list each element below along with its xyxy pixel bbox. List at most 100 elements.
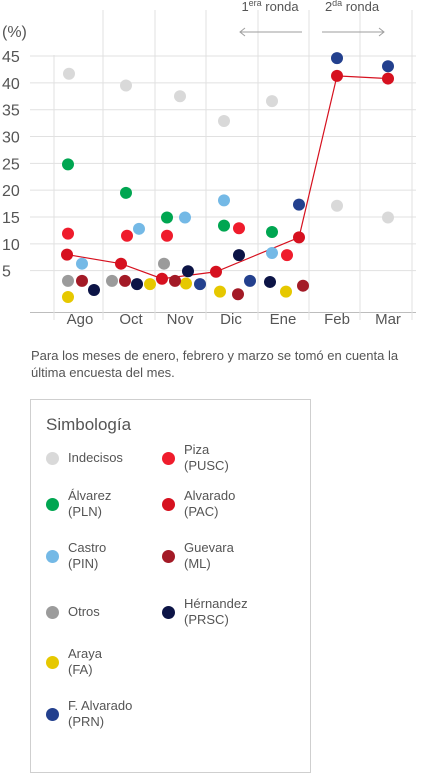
data-point-alvarado-pac [293, 231, 305, 244]
legend-label-name: Araya [68, 646, 102, 661]
legend-label: Piza (PUSC) [184, 442, 229, 474]
data-point-álvarez-pln [218, 219, 230, 232]
data-point-f-alvarado-prn [331, 52, 343, 65]
data-point-araya-fa [62, 290, 74, 303]
legend-item: Álvarez (PLN) [46, 488, 111, 520]
x-tick-label: Ene [270, 311, 297, 328]
legend-item: Piza (PUSC) [162, 442, 229, 474]
legend-label: Alvarado (PAC) [184, 488, 235, 520]
x-tick-label: Ago [67, 311, 94, 328]
legend-label: Hérnandez (PRSC) [184, 596, 248, 628]
legend-label: Castro (PIN) [68, 540, 106, 572]
legend-item: Araya (FA) [46, 646, 102, 678]
data-point-guevara-ml [76, 274, 88, 287]
y-tick-label: 45 [2, 49, 20, 66]
data-point-castro-pin [218, 194, 230, 207]
data-point-araya-fa [144, 278, 156, 291]
y-tick-label: 35 [2, 103, 20, 120]
data-point-f-alvarado-prn [194, 278, 206, 291]
data-point-hérnandez-prsc [88, 283, 100, 296]
data-point-araya-fa [180, 277, 192, 290]
data-point-hérnandez-prsc [264, 275, 276, 288]
y-unit-label: (%) [2, 24, 27, 41]
data-point-guevara-ml [119, 274, 131, 287]
data-point-castro-pin [179, 211, 191, 224]
y-tick-label: 40 [2, 76, 20, 93]
data-point-hérnandez-prsc [131, 278, 143, 291]
legend-label-party: (ML) [184, 556, 211, 571]
y-tick-label: 15 [2, 210, 20, 227]
series-line-alvarado-pac [66, 75, 389, 280]
data-point-guevara-ml [232, 288, 244, 301]
data-point-indecisos [218, 114, 230, 127]
data-point-álvarez-pln [120, 186, 132, 199]
round-label: 1era ronda [241, 0, 299, 14]
legend-label-name: Indecisos [68, 450, 123, 465]
legend-dot [46, 707, 59, 721]
legend-item: Otros [46, 604, 100, 620]
x-tick-label: Nov [167, 311, 194, 328]
y-tick-label: 20 [2, 183, 20, 200]
y-tick-label: 25 [2, 156, 20, 173]
legend-dot [46, 497, 59, 511]
legend-dot [46, 451, 59, 465]
round-arrow-head [378, 27, 385, 37]
data-point-otros [158, 257, 170, 270]
legend-item: Indecisos [46, 450, 123, 466]
poll-chart: 5 10 15 20 25 30 35 40 45 (%) Ago Oct Nov Dic Ene Feb Ma… [2, 0, 416, 328]
data-point-alvarado-pac [156, 272, 168, 285]
data-point-otros [62, 274, 74, 287]
data-point-piza-pusc [233, 222, 245, 235]
legend-dot [162, 605, 175, 619]
data-point-guevara-ml [169, 274, 181, 287]
data-point-alvarado-pac [115, 257, 127, 270]
legend-dot [162, 451, 175, 465]
legend-item: Guevara (ML) [162, 540, 234, 572]
legend-label-party: (PRN) [68, 714, 105, 729]
data-point-piza-pusc [161, 229, 173, 242]
legend-label: Álvarez (PLN) [68, 488, 111, 520]
legend-title: Simbología [46, 415, 132, 434]
legend-label-name: Alvarado [184, 488, 236, 503]
data-point-indecisos [63, 67, 75, 80]
round-label: 2da ronda [325, 0, 380, 14]
data-point-álvarez-pln [161, 211, 173, 224]
data-point-alvarado-pac [382, 72, 394, 85]
data-point-alvarado-pac [331, 69, 343, 82]
data-point-castro-pin [76, 257, 88, 270]
data-point-piza-pusc [121, 229, 133, 242]
data-point-hérnandez-prsc [233, 249, 245, 262]
legend-label-party: (PUSC) [184, 458, 229, 473]
x-tick-label: Oct [119, 311, 143, 328]
x-tick-label: Mar [375, 311, 401, 328]
legend-label: Otros [68, 604, 100, 620]
legend-label: Araya (FA) [68, 646, 102, 678]
legend-label-party: (PIN) [68, 556, 99, 571]
data-point-araya-fa [214, 285, 226, 298]
data-point-indecisos [174, 90, 186, 103]
y-tick-label: 10 [2, 237, 20, 254]
data-point-araya-fa [280, 285, 292, 298]
data-point-hérnandez-prsc [182, 265, 194, 278]
data-point-f-alvarado-prn [382, 60, 394, 73]
legend-label-party: (PAC) [184, 504, 219, 519]
data-point-piza-pusc [281, 249, 293, 262]
data-point-indecisos [266, 95, 278, 108]
y-tick-label: 30 [2, 130, 20, 147]
data-point-álvarez-pln [62, 158, 74, 171]
legend-label-party: (FA) [68, 662, 93, 677]
legend-item: Castro (PIN) [46, 540, 106, 572]
data-point-f-alvarado-prn [293, 198, 305, 211]
legend-dot [46, 549, 59, 563]
legend-item: F. Alvarado (PRN) [46, 698, 132, 730]
x-tick-label: Feb [324, 311, 350, 328]
chart-note: Para los meses de enero, febrero y marzo… [31, 348, 399, 380]
data-point-castro-pin [266, 246, 278, 259]
legend-dot [46, 655, 59, 669]
data-point-indecisos [331, 199, 343, 212]
legend-dot [162, 497, 175, 511]
legend-item: Hérnandez (PRSC) [162, 596, 248, 628]
x-tick-label: Dic [220, 311, 242, 328]
data-point-f-alvarado-prn [244, 274, 256, 287]
legend-label-party: (PLN) [68, 504, 102, 519]
